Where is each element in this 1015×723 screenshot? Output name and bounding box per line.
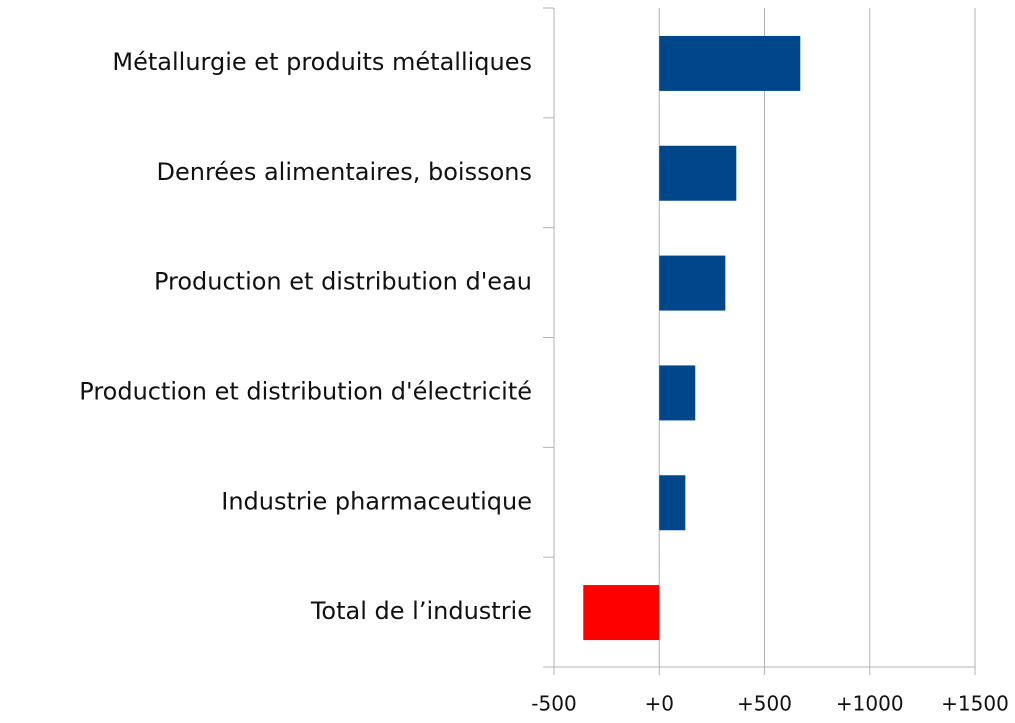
bar bbox=[659, 255, 726, 311]
y-tick-label: Denrées alimentaires, boissons bbox=[156, 158, 532, 186]
bar bbox=[659, 35, 801, 91]
bar bbox=[659, 365, 696, 421]
x-tick-label: +0 bbox=[645, 692, 674, 716]
x-tick-label: +500 bbox=[737, 692, 792, 716]
y-tick-label: Production et distribution d'eau bbox=[154, 268, 532, 296]
y-tick-label: Production et distribution d'électricité bbox=[79, 377, 532, 405]
bar bbox=[659, 475, 686, 531]
y-tick-label: Métallurgie et produits métalliques bbox=[112, 48, 532, 76]
x-tick-label: -500 bbox=[531, 692, 576, 716]
x-tick-label: +1500 bbox=[941, 692, 1009, 716]
y-tick-label: Industrie pharmaceutique bbox=[221, 487, 532, 515]
bar bbox=[583, 585, 660, 641]
bar bbox=[659, 145, 737, 201]
y-tick-label: Total de l’industrie bbox=[310, 597, 532, 625]
x-tick-label: +1000 bbox=[836, 692, 904, 716]
